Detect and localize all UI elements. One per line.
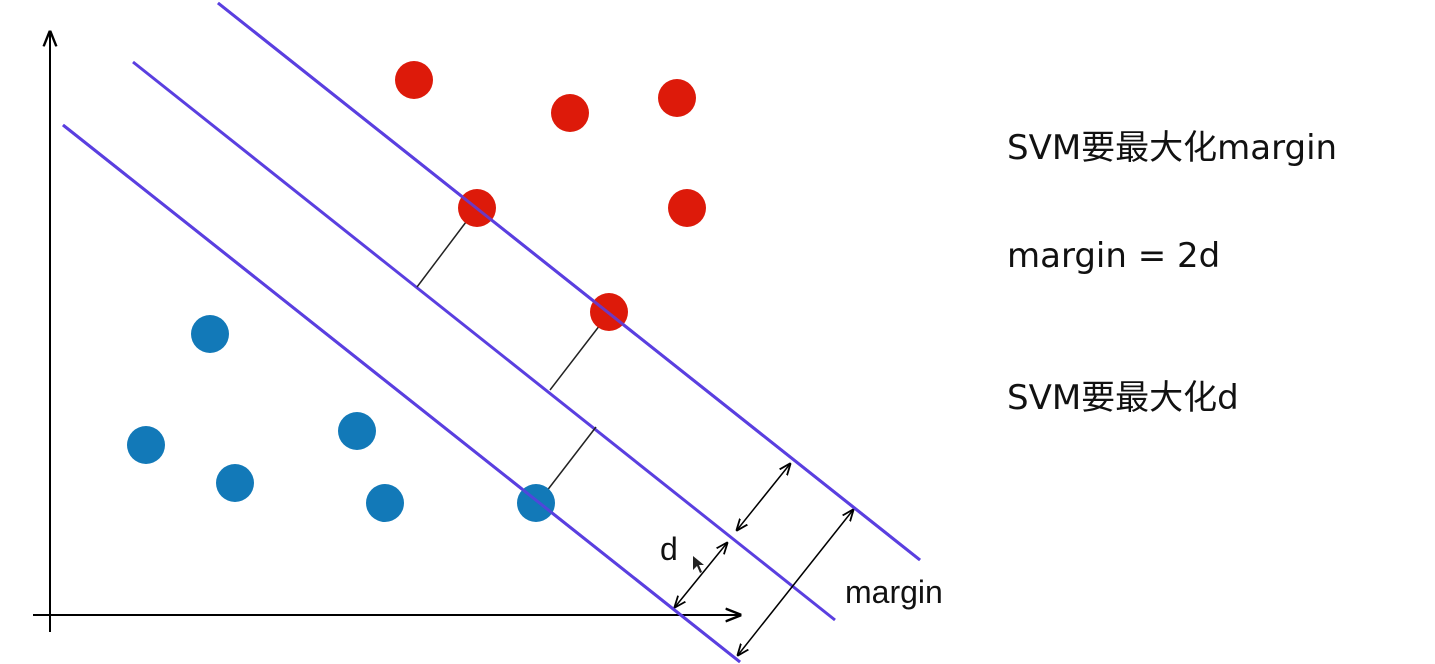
distance-segment	[545, 426, 597, 493]
blue-point	[216, 464, 254, 502]
upper-margin-overlay	[217, 1, 921, 562]
red-point	[658, 79, 696, 117]
distance-segment	[416, 221, 467, 288]
margin-label: margin	[845, 574, 943, 610]
blue-point	[127, 426, 165, 464]
blue-point	[338, 412, 376, 450]
note-margin-equals-2d: margin = 2d	[1007, 236, 1221, 276]
red-point	[395, 61, 433, 99]
red-point	[551, 94, 589, 132]
d-arrow	[737, 464, 790, 530]
note-maximize-margin: SVM要最大化margin	[1007, 128, 1338, 168]
red-point	[668, 189, 706, 227]
d-label: d	[660, 531, 678, 567]
blue-point	[191, 315, 229, 353]
cursor-icon	[693, 556, 704, 573]
decision-boundary-line	[132, 60, 836, 622]
margin-arrow	[738, 510, 853, 655]
blue-point	[366, 484, 404, 522]
distance-segment	[549, 324, 601, 391]
lower-margin-overlay	[62, 123, 741, 664]
note-maximize-d: SVM要最大化d	[1007, 378, 1239, 418]
d-arrow	[675, 543, 727, 607]
